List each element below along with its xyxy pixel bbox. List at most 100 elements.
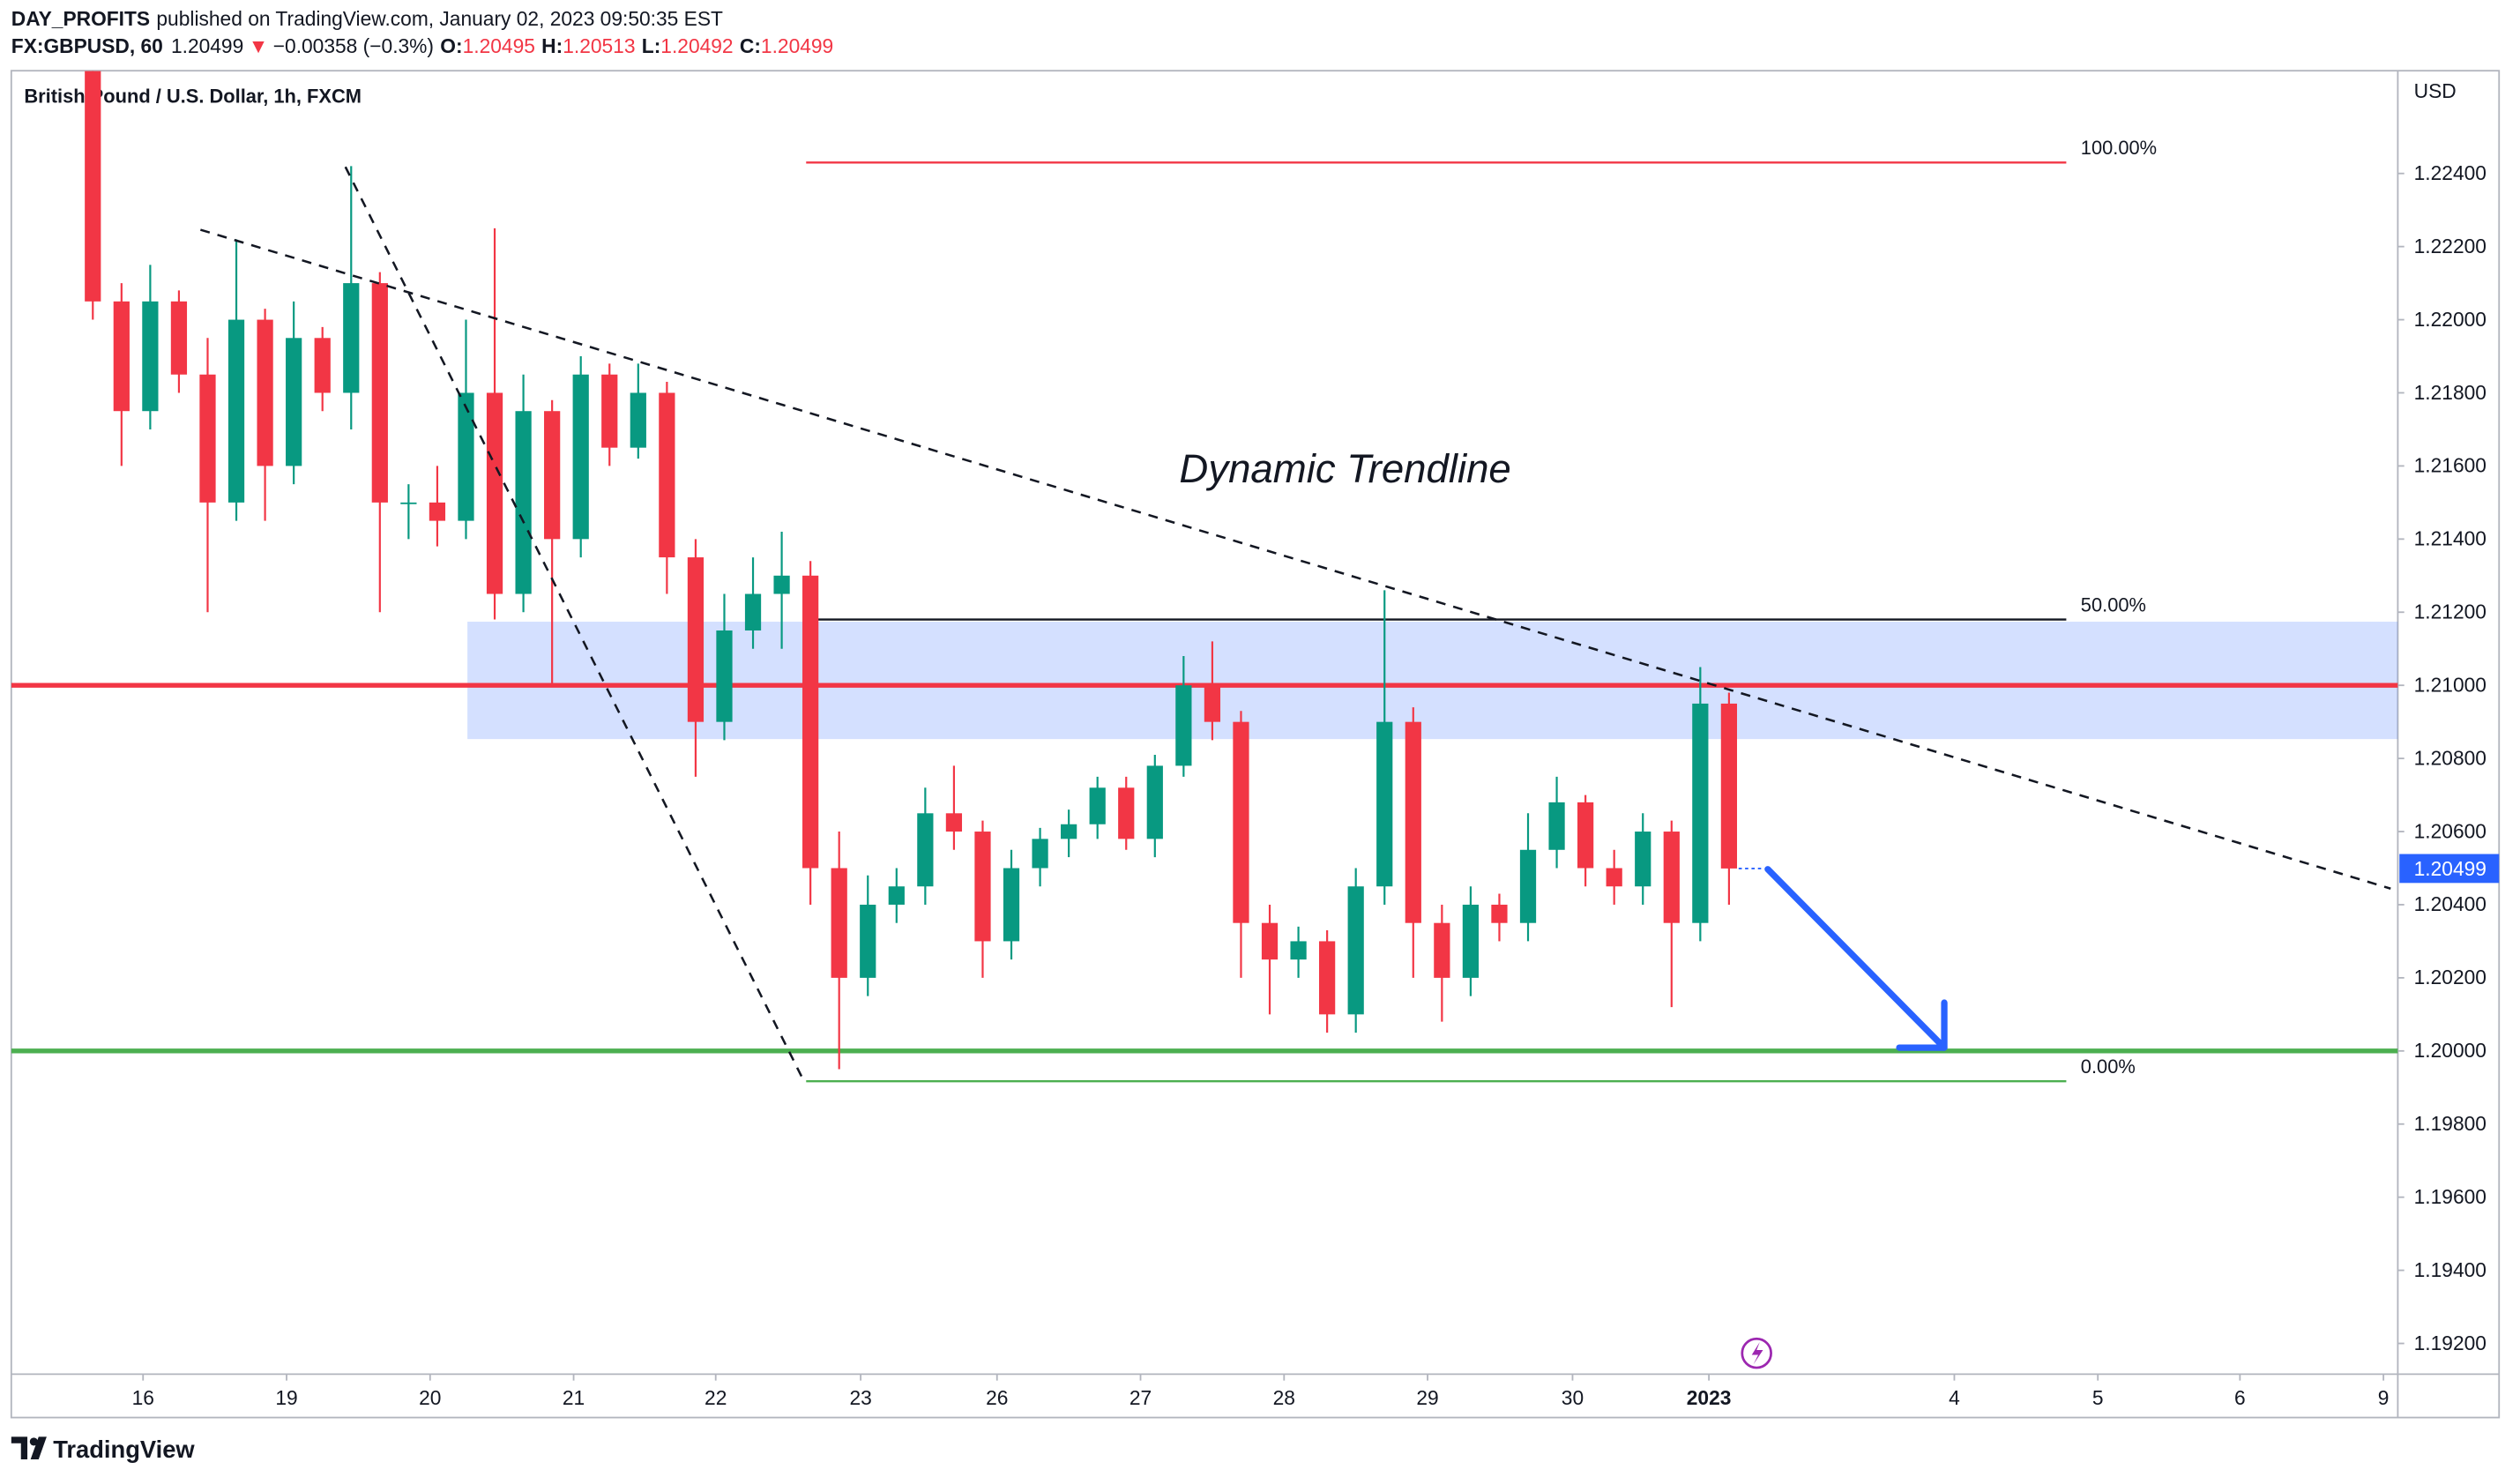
arrow-head bbox=[1896, 999, 1948, 1051]
candle-body bbox=[1061, 824, 1077, 839]
candle-body bbox=[1491, 904, 1508, 923]
candle-body bbox=[257, 319, 273, 466]
chart-frame bbox=[10, 70, 2501, 1419]
x-tick-label: 20 bbox=[419, 1386, 441, 1409]
x-tick-label: 28 bbox=[1273, 1386, 1295, 1409]
candle-body bbox=[1663, 832, 1680, 923]
y-tick-label: 1.22400 bbox=[2414, 161, 2486, 184]
symbol: FX:GBPUSD, 60 bbox=[11, 34, 163, 57]
candle-body bbox=[1376, 721, 1393, 887]
candle-body bbox=[1635, 832, 1651, 887]
candle-body bbox=[85, 71, 101, 302]
arrow-shaft bbox=[1764, 866, 1948, 1051]
candle-body bbox=[1175, 685, 1192, 766]
ohlc-value: 1.20495 bbox=[463, 34, 535, 57]
y-tick-label: 1.19400 bbox=[2414, 1258, 2486, 1281]
candle-body bbox=[1146, 765, 1163, 839]
y-tick-label: 1.22200 bbox=[2414, 235, 2486, 257]
candle-body bbox=[170, 301, 188, 375]
x-tick-label: 26 bbox=[986, 1386, 1008, 1409]
candle-body bbox=[343, 283, 360, 393]
icon-bolt bbox=[1751, 1341, 1763, 1365]
y-tick-label: 1.20000 bbox=[2414, 1039, 2486, 1062]
candle-body bbox=[1405, 721, 1421, 923]
fib-label: 0.00% bbox=[2081, 1056, 2136, 1078]
ohlc-label: L: bbox=[642, 34, 661, 57]
fib-label: 100.00% bbox=[2081, 137, 2157, 159]
candle-body bbox=[1003, 868, 1020, 942]
y-tick-label: 1.20800 bbox=[2414, 746, 2486, 769]
candle-body bbox=[773, 575, 790, 594]
candle-body bbox=[1519, 849, 1537, 923]
price: 1.20499 bbox=[171, 34, 243, 57]
footer-logo[interactable]: TradingView bbox=[11, 1436, 196, 1463]
candle-body bbox=[1204, 685, 1221, 722]
candle-body bbox=[1118, 787, 1135, 839]
candle-body bbox=[572, 374, 589, 540]
x-tick-label: 29 bbox=[1416, 1386, 1438, 1409]
change-arrow: ▼ bbox=[249, 34, 269, 57]
candle-body bbox=[687, 557, 705, 722]
ohlc-value: 1.20499 bbox=[761, 34, 833, 57]
change: −0.00358 (−0.3%) bbox=[273, 34, 434, 57]
candle-body bbox=[286, 338, 302, 466]
candle-body bbox=[429, 502, 446, 521]
x-tick-label: 5 bbox=[2092, 1386, 2104, 1409]
logo-mark bbox=[11, 1436, 47, 1459]
candle-body bbox=[860, 904, 876, 978]
publisher: DAY_PROFITS bbox=[11, 7, 150, 30]
ohlc-label: C: bbox=[740, 34, 761, 57]
x-tick-label: 16 bbox=[132, 1386, 154, 1409]
x-tick-label: 23 bbox=[849, 1386, 871, 1409]
y-tick-label: 1.20200 bbox=[2414, 966, 2486, 988]
plot-area: 100.00% 50.00% 0.00% bbox=[11, 71, 2398, 1083]
candle-body bbox=[227, 319, 245, 503]
y-tick-label: 1.21000 bbox=[2414, 673, 2486, 696]
y-tick-label: 1.21800 bbox=[2414, 381, 2486, 404]
candle-body bbox=[1720, 703, 1738, 869]
candle-body bbox=[113, 301, 130, 412]
candle-body bbox=[1089, 787, 1106, 824]
candle-body bbox=[1347, 886, 1364, 1015]
y-unit: USD bbox=[2414, 79, 2457, 102]
ohlc-label: H: bbox=[541, 34, 563, 57]
x-tick-label: 27 bbox=[1130, 1386, 1152, 1409]
x-tick-label: 2023 bbox=[1687, 1386, 1732, 1409]
x-tick-label: 6 bbox=[2234, 1386, 2246, 1409]
logo-dot bbox=[29, 1437, 38, 1446]
trendline bbox=[344, 166, 805, 1081]
last-price-box bbox=[2399, 854, 2500, 884]
y-tick-label: 1.19600 bbox=[2414, 1185, 2486, 1208]
y-tick-label: 1.21600 bbox=[2414, 454, 2486, 477]
candle-body bbox=[1577, 802, 1594, 869]
candle-body bbox=[515, 411, 532, 594]
y-tick-label: 1.19200 bbox=[2414, 1332, 2486, 1354]
candle-body bbox=[716, 630, 733, 722]
candle-body bbox=[199, 374, 216, 503]
header-line-1: DAY_PROFITS published on TradingView.com,… bbox=[11, 7, 723, 30]
candle-body bbox=[544, 411, 561, 540]
fib-label: 50.00% bbox=[2081, 593, 2146, 615]
last-price-label: 1.20499 bbox=[2414, 857, 2486, 880]
y-tick-label: 1.21400 bbox=[2414, 527, 2486, 550]
candle-body bbox=[1032, 839, 1048, 869]
candle-body bbox=[1290, 941, 1307, 960]
candle-body bbox=[1692, 703, 1709, 923]
candle-body bbox=[1548, 802, 1565, 850]
candle-body bbox=[831, 868, 847, 978]
candle-body bbox=[458, 392, 474, 521]
zone bbox=[467, 622, 2398, 740]
candle-body bbox=[142, 301, 159, 412]
y-tick-label: 1.21200 bbox=[2414, 600, 2486, 623]
ohlc-value: 1.20492 bbox=[660, 34, 733, 57]
candle-body bbox=[802, 575, 819, 869]
replay-icon[interactable] bbox=[1741, 1337, 1772, 1369]
candle-body bbox=[744, 593, 762, 630]
candle-body bbox=[400, 502, 417, 504]
x-tick-label: 30 bbox=[1562, 1386, 1584, 1409]
icon-circle bbox=[1741, 1337, 1772, 1369]
x-tick-label: 22 bbox=[705, 1386, 727, 1409]
x-tick-label: 21 bbox=[563, 1386, 585, 1409]
